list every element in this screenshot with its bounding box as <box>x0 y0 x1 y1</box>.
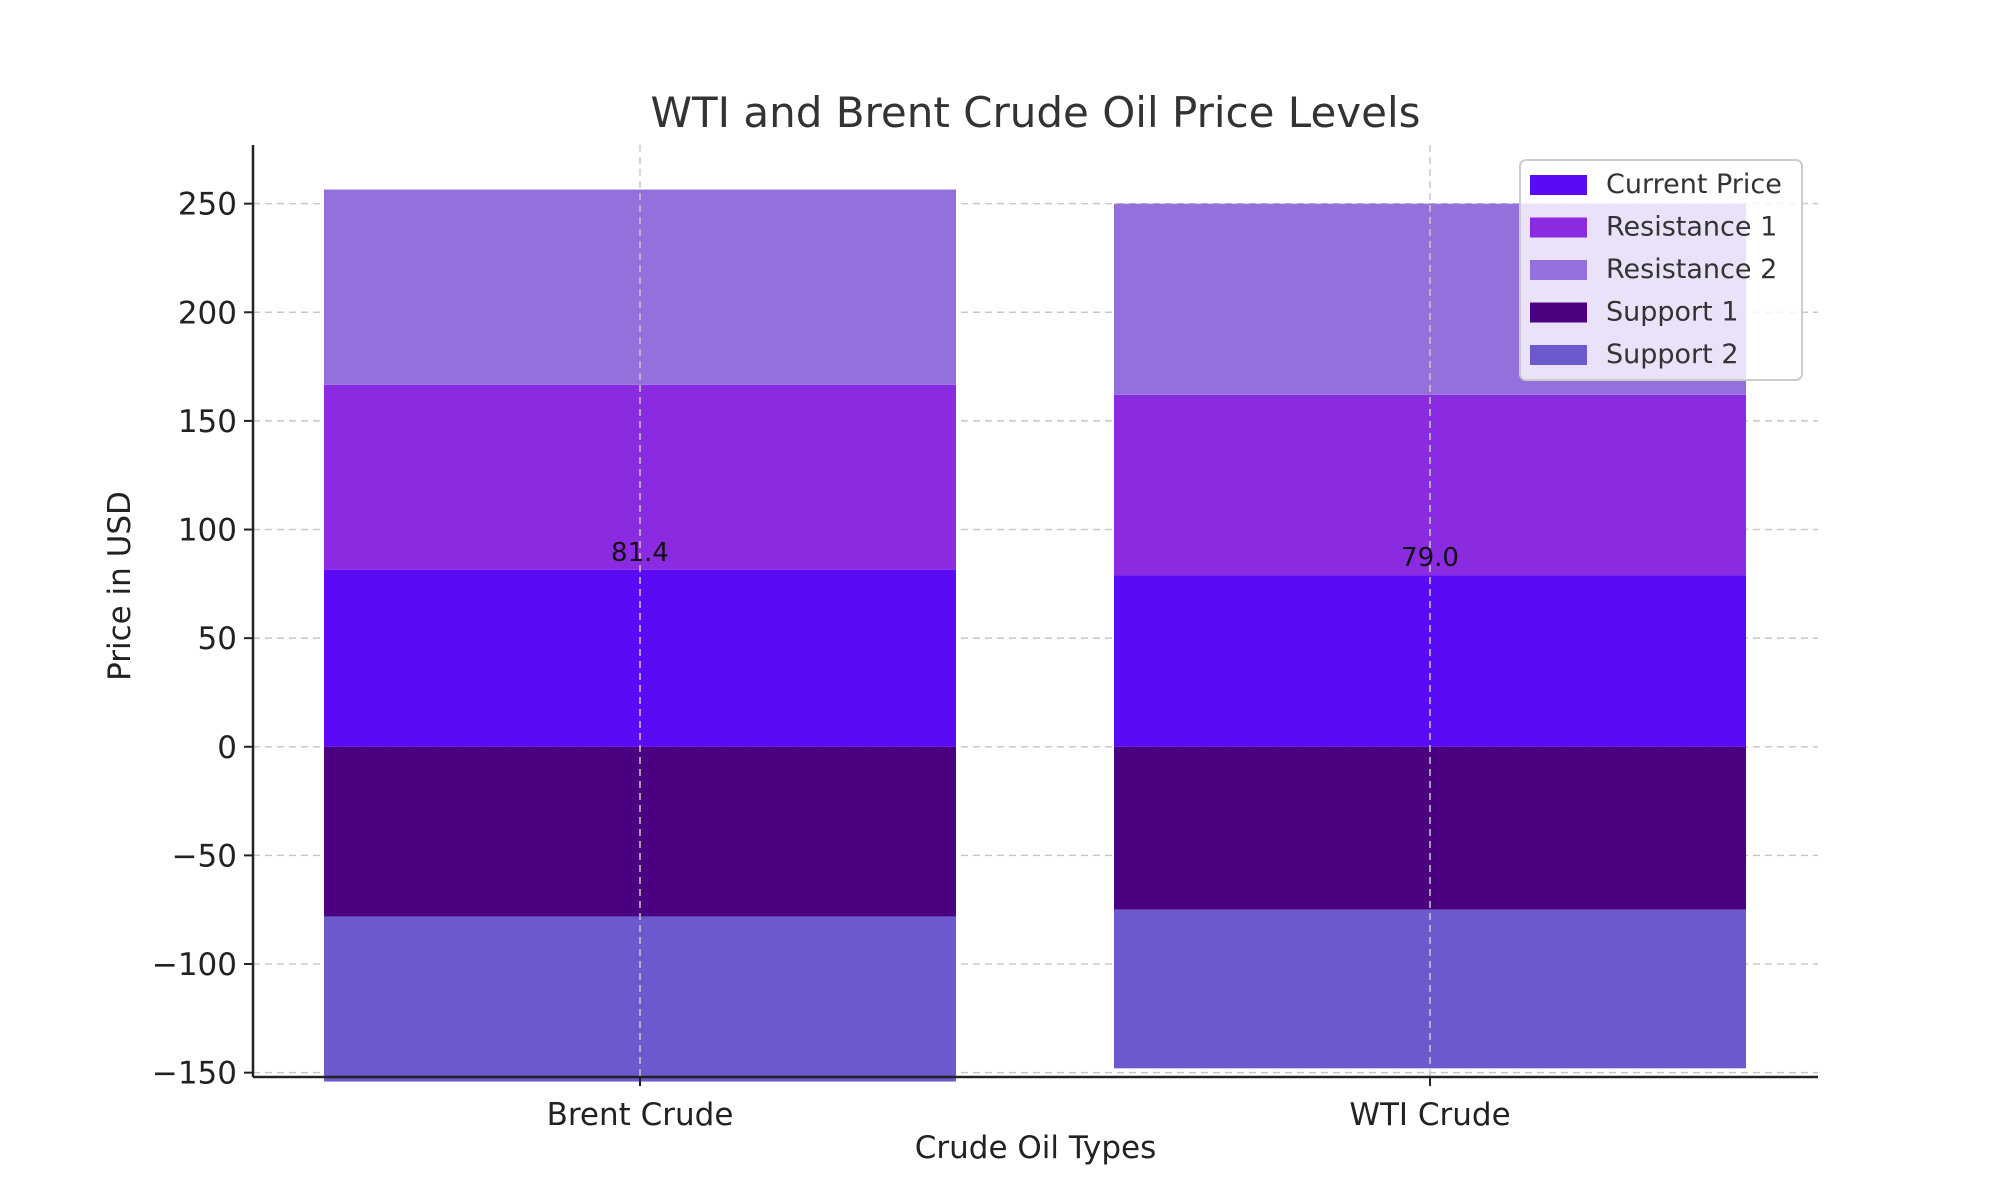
x-tick-label: Brent Crude <box>547 1097 734 1133</box>
labels: WTI and Brent Crude Oil Price Levels Crud… <box>102 88 1459 1166</box>
y-tick-label: 250 <box>178 187 237 223</box>
y-tick-label: 150 <box>178 404 237 440</box>
legend-label: Current Price <box>1606 169 1782 200</box>
y-tick-label: 100 <box>178 513 237 549</box>
y-tick-label: 0 <box>217 730 237 766</box>
y-tick-label: 50 <box>198 621 237 657</box>
chart-title: WTI and Brent Crude Oil Price Levels <box>650 88 1420 137</box>
legend-label: Support 2 <box>1606 339 1739 370</box>
bar-current-price <box>324 569 956 747</box>
y-tick-label: 200 <box>178 295 237 331</box>
legend-label: Resistance 1 <box>1606 212 1777 243</box>
y-tick-label: −50 <box>172 838 237 874</box>
legend-label: Support 1 <box>1606 297 1739 328</box>
bar-value-label: 81.4 <box>611 538 669 568</box>
x-axis-title: Crude Oil Types <box>915 1130 1156 1166</box>
legend-label: Resistance 2 <box>1606 254 1777 285</box>
legend-swatch <box>1530 260 1587 280</box>
legend-swatch <box>1530 217 1587 238</box>
grid <box>253 202 1818 1074</box>
axes: 250 200 150 100 50 0 −50 −100 −150 Brent Crude WTI… <box>152 145 1818 1133</box>
bar-value-label: 79.0 <box>1401 543 1459 573</box>
legend: Current Price Resistance 1 Resistance 2 Sup… <box>1519 159 1803 381</box>
x-tick-label: WTI Crude <box>1349 1097 1510 1133</box>
legend-swatch <box>1530 345 1587 365</box>
legend-swatch <box>1530 302 1587 323</box>
y-axis-title: Price in USD <box>102 491 138 681</box>
legend-box <box>1519 159 1803 381</box>
legend-swatch <box>1530 175 1587 195</box>
y-tick-label: −100 <box>152 947 237 983</box>
y-tick-label: −150 <box>152 1056 237 1092</box>
